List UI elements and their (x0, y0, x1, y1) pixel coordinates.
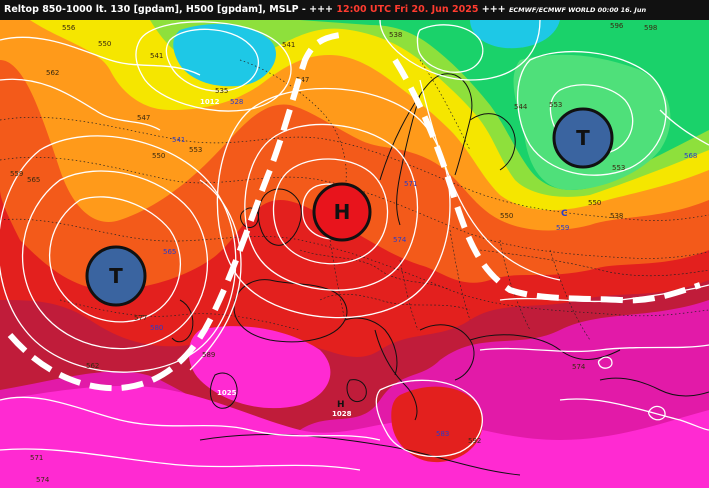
trough-axis-west (7, 32, 341, 392)
label-547: 547 (137, 114, 150, 122)
label-563: 562 (86, 362, 99, 370)
high-letter-center: H (334, 200, 351, 224)
label-552: 553 (612, 164, 625, 172)
title-separator: +++ (481, 4, 506, 15)
label-547b: 547 (296, 76, 309, 84)
mslp-1025-label: 1025 (217, 389, 237, 397)
thickness-labels: 556 550 541 562 547 550 553 547 538 541 … (10, 22, 657, 484)
label-565b: 565 (27, 176, 40, 184)
h500-label-541: 541 (172, 136, 185, 144)
mslp-1028-label: 1028 (332, 410, 352, 418)
country-borders (299, 229, 709, 341)
label-598: 598 (644, 24, 657, 32)
trough-letter-west: T (109, 264, 123, 288)
white-isobars (0, 20, 709, 471)
label-592: 592 (468, 437, 481, 445)
label-559: 559 (10, 170, 23, 178)
h500-label-559: 559 (556, 224, 569, 232)
label-577: 577 (134, 314, 147, 322)
label-562: 562 (46, 69, 59, 77)
fill-cyan-core (173, 24, 276, 87)
valid-time: 12:00 UTC Fri 20. Jun 2025 (336, 4, 479, 15)
label-553: 553 (189, 146, 202, 154)
label-541c: 541 (282, 41, 295, 49)
label-574b: 574 (572, 363, 586, 371)
high-symbol-center: H (312, 182, 372, 242)
fill-cyan-top (470, 20, 560, 49)
h500-label-565: 565 (163, 248, 176, 256)
weather-map: 528 541 565 580 571 574 568 559 583 556 … (0, 20, 709, 488)
label-539: 538 (610, 212, 623, 220)
mslp-low-label: 1012 (200, 98, 220, 106)
pressure-labels: 1012 1025 H 1028 C (200, 98, 568, 418)
fill-pink-south (0, 385, 709, 488)
small-low-marker: C (561, 209, 568, 219)
label-596: 596 (610, 22, 624, 30)
trough-symbol-west: T (85, 245, 147, 307)
label-550d: 550 (500, 212, 513, 220)
label-550c: 550 (588, 199, 601, 207)
h500-label-583: 583 (436, 430, 449, 438)
trough-symbol-east: T (552, 107, 614, 169)
small-high-marker: H (337, 400, 345, 410)
trough-axes (7, 32, 701, 392)
label-574c: 574 (36, 476, 50, 484)
h500-label-580: 580 (150, 324, 163, 332)
h500-label-571: 571 (404, 180, 417, 188)
label-541b: 541 (150, 52, 163, 60)
title-text: Reltop 850-1000 lt. 130 [gpdam], H500 [g… (4, 4, 334, 15)
label-556: 556 (62, 24, 76, 32)
fill-pink-west (188, 326, 331, 409)
label-538: 538 (389, 31, 402, 39)
h500-label-568: 568 (684, 152, 697, 160)
label-544: 544 (514, 103, 528, 111)
h500-label-574: 574 (393, 236, 407, 244)
fill-red-blob-south (391, 386, 483, 463)
h500-low-label: 528 (230, 98, 243, 106)
title-bar: Reltop 850-1000 lt. 130 [gpdam], H500 [g… (0, 0, 709, 20)
label-535: 535 (215, 87, 228, 95)
label-571: 571 (30, 454, 43, 462)
label-589: 589 (202, 351, 215, 359)
trough-axis-east (392, 58, 701, 304)
label-550b: 550 (152, 152, 165, 160)
trough-letter-east: T (576, 126, 590, 150)
label-553b: 553 (549, 101, 562, 109)
label-550: 550 (98, 40, 111, 48)
h500-blue-labels: 528 541 565 580 571 574 568 559 583 (150, 98, 697, 438)
dotted-isolines (0, 59, 709, 331)
model-source: ECMWF/ECMWF WORLD 00:00 16. Jun (508, 6, 647, 14)
